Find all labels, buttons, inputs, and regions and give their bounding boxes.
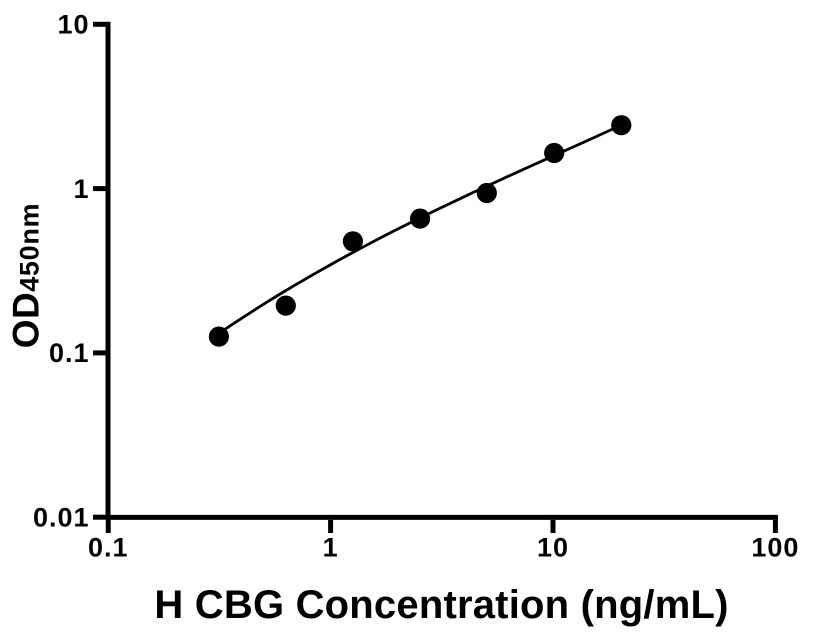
svg-text:1: 1 [323,533,339,563]
svg-text:0.1: 0.1 [49,338,90,368]
svg-text:H CBG Concentration (ng/mL): H CBG Concentration (ng/mL) [154,583,728,627]
svg-text:100: 100 [751,533,799,563]
svg-text:0.1: 0.1 [88,533,129,563]
svg-text:10: 10 [57,10,89,40]
svg-text:1: 1 [73,174,89,204]
svg-text:0.01: 0.01 [33,503,90,533]
svg-text:10: 10 [537,533,569,563]
